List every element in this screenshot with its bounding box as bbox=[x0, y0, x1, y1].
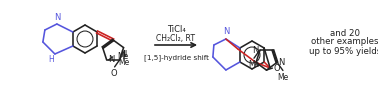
Text: N: N bbox=[223, 27, 229, 36]
Text: TiCl₄: TiCl₄ bbox=[167, 25, 186, 34]
Text: O: O bbox=[110, 69, 117, 78]
Text: N: N bbox=[108, 55, 115, 64]
Text: and 20: and 20 bbox=[330, 28, 360, 37]
Text: N: N bbox=[54, 12, 60, 21]
Text: H: H bbox=[48, 55, 54, 64]
Text: Me: Me bbox=[277, 73, 288, 82]
Text: O: O bbox=[273, 64, 280, 73]
Text: N: N bbox=[279, 58, 285, 67]
Text: N: N bbox=[121, 50, 127, 59]
Text: up to 95% yields: up to 95% yields bbox=[309, 47, 378, 56]
Text: Me: Me bbox=[118, 58, 129, 67]
Text: [1,5]-hydride shift: [1,5]-hydride shift bbox=[144, 54, 209, 61]
Text: Me: Me bbox=[248, 60, 260, 69]
Text: other examples: other examples bbox=[311, 37, 378, 47]
Text: Me: Me bbox=[118, 52, 129, 61]
Text: N: N bbox=[252, 46, 259, 55]
Text: CH₂Cl₂, RT: CH₂Cl₂, RT bbox=[156, 34, 195, 43]
